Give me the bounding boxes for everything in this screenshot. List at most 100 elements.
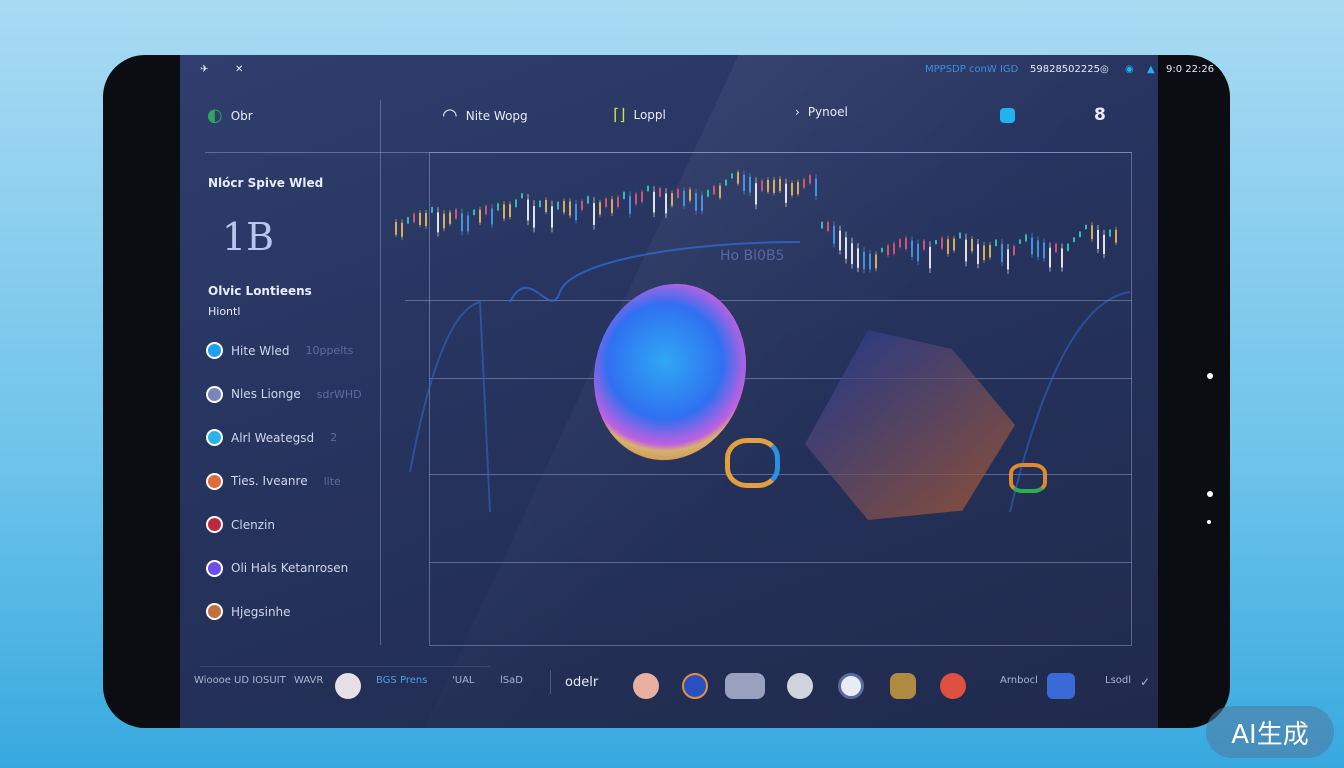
candle — [677, 189, 679, 198]
sidebar-item[interactable]: Clenzin — [206, 516, 291, 533]
candle — [881, 247, 883, 253]
sidebar-item[interactable]: Ties. Iveanre lite — [206, 472, 341, 490]
item-label: Clenzin — [231, 517, 275, 532]
sidebar-item[interactable]: Hjegsinhe — [206, 603, 307, 620]
candle — [995, 239, 997, 246]
candle — [1115, 229, 1117, 243]
candle — [911, 240, 913, 257]
candle — [707, 190, 709, 197]
candle — [671, 193, 673, 206]
candle — [821, 222, 823, 229]
candle — [959, 232, 961, 239]
chart-area[interactable] — [429, 152, 1132, 646]
candle — [461, 213, 463, 232]
candle — [419, 212, 421, 225]
toolbar-item[interactable]: WAVR — [294, 675, 324, 686]
candle — [809, 175, 811, 184]
item-label: Oli Hals Ketanrosen — [231, 561, 349, 575]
candle — [551, 206, 553, 228]
nav-item-loppl[interactable]: ⌈⌋ Loppl — [613, 105, 666, 124]
toolbar-item[interactable]: BGS Prens — [376, 675, 428, 686]
candle — [629, 195, 631, 214]
candle — [1103, 234, 1105, 254]
app-icon[interactable] — [1047, 673, 1075, 699]
app-icon[interactable] — [890, 673, 916, 699]
candle — [761, 180, 763, 191]
candle — [521, 193, 523, 199]
candle — [695, 193, 697, 211]
nav-item-nite-wopg[interactable]: ◠ Nite Wopg — [442, 105, 528, 126]
app-icon[interactable] — [725, 673, 765, 699]
check-icon[interactable]: ✓ — [1140, 675, 1151, 689]
settings-icon[interactable]: ◉ — [1125, 64, 1134, 75]
grid-line — [429, 474, 1132, 475]
toolbar-divider — [550, 670, 551, 694]
bell-icon[interactable]: ▲ — [1147, 64, 1155, 75]
candle — [779, 179, 781, 191]
candle — [965, 239, 967, 262]
candle — [701, 195, 703, 211]
app-icon[interactable] — [838, 673, 864, 699]
item-extra: sdrWHD — [316, 387, 362, 401]
ring-icon — [1009, 463, 1047, 493]
candle — [839, 230, 841, 251]
app-icon[interactable] — [633, 673, 659, 699]
candle — [731, 173, 733, 179]
candle — [887, 245, 889, 256]
candle — [929, 246, 931, 269]
candle — [449, 212, 451, 224]
nav-label: Obr — [230, 108, 253, 123]
toolbar-item[interactable]: lSaD — [500, 675, 523, 686]
app-icon[interactable] — [682, 673, 708, 699]
candle — [557, 202, 559, 210]
item-label: Alrl Weategsd — [231, 430, 315, 445]
candle — [791, 183, 793, 196]
app-icon[interactable] — [940, 673, 966, 699]
candle — [587, 196, 589, 204]
nav-item-obr[interactable]: ◐ Obr — [207, 105, 253, 126]
brand-button[interactable]: odelr — [565, 675, 599, 690]
candle — [977, 244, 979, 264]
candle — [755, 183, 757, 205]
candle — [1073, 237, 1075, 243]
toolbar-item[interactable]: 'UAL — [452, 675, 475, 686]
shield-icon[interactable] — [335, 673, 361, 699]
sensor-dot — [1207, 520, 1211, 524]
candle — [905, 237, 907, 249]
nav-item-pynoel[interactable]: › Pynoel — [795, 105, 848, 119]
candle — [1049, 247, 1051, 268]
candle — [605, 198, 607, 207]
sidebar-item[interactable]: Alrl Weategsd 2 — [206, 429, 337, 446]
candle — [503, 204, 505, 219]
drone-icon: ✈ — [200, 64, 209, 75]
toolbar-item[interactable]: Arnbocl — [1000, 675, 1038, 686]
sidebar-item[interactable]: Oli Hals Ketanrosen — [206, 559, 364, 577]
toolbar-item[interactable]: Lsodl — [1105, 675, 1132, 686]
bracket-icon: ⌈⌋ — [613, 105, 626, 124]
candle — [479, 209, 481, 223]
candle — [845, 237, 847, 259]
sidebar-divider — [380, 100, 381, 645]
candle — [851, 243, 853, 264]
item-icon — [206, 603, 223, 620]
close-icon[interactable]: ✕ — [235, 64, 244, 75]
candle — [665, 193, 667, 214]
sync-icon[interactable]: ◎ — [1100, 64, 1109, 75]
candle — [497, 203, 499, 211]
sidebar-item[interactable]: Nles Lionge sdrWHD — [206, 385, 362, 403]
candle — [833, 225, 835, 244]
candle — [875, 254, 877, 269]
toolbar-item[interactable]: Wioooe — [194, 675, 231, 686]
candle — [431, 207, 433, 213]
status-text: MPPSDP conW IGD — [925, 64, 1019, 75]
toolbar-item[interactable]: UD IOSUIT — [234, 675, 286, 686]
cup-icon[interactable] — [1000, 108, 1015, 123]
candle — [473, 209, 475, 216]
candle — [635, 193, 637, 205]
sidebar-item[interactable]: Hite Wled 10ppelts — [206, 342, 353, 359]
candle — [827, 222, 829, 231]
candle — [509, 204, 511, 217]
candle — [743, 174, 745, 192]
app-icon[interactable] — [787, 673, 813, 699]
candle — [815, 178, 817, 196]
